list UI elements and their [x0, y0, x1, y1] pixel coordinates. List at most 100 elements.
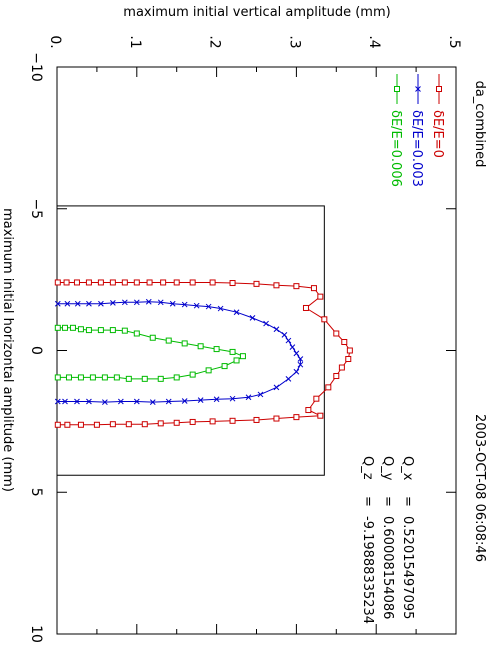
data-point — [146, 279, 153, 286]
data-point — [98, 300, 104, 307]
x-marker-stroke — [165, 398, 172, 405]
data-point — [173, 279, 180, 286]
data-point — [62, 398, 68, 405]
data-point — [74, 300, 81, 307]
x-marker-stroke — [102, 399, 108, 405]
data-point — [133, 398, 140, 405]
data-point — [253, 280, 260, 287]
x-tick-label: 10 — [28, 625, 44, 643]
data-point — [305, 407, 312, 414]
data-point — [149, 399, 156, 405]
data-point — [89, 374, 96, 381]
data-point — [249, 315, 256, 321]
data-point — [149, 334, 156, 341]
data-point — [86, 398, 92, 405]
data-point — [293, 414, 300, 421]
x-marker-stroke — [297, 361, 304, 368]
data-point — [245, 394, 252, 401]
data-point — [321, 316, 328, 323]
data-point — [297, 361, 304, 368]
data-point — [157, 299, 164, 306]
data-point — [157, 420, 164, 427]
data-point — [181, 398, 188, 404]
x-marker-stroke — [289, 344, 296, 350]
x-marker-stroke — [245, 394, 252, 401]
x-marker-stroke — [293, 368, 300, 375]
data-point — [121, 279, 128, 286]
y-tick-label: .3 — [286, 35, 302, 48]
x-tick-label: 5 — [28, 488, 44, 497]
data-point — [63, 279, 70, 286]
y-tick-label: .5 — [446, 35, 462, 48]
data-point — [229, 395, 236, 402]
data-point — [85, 327, 92, 334]
x-marker-stroke — [213, 396, 220, 403]
data-point — [157, 375, 164, 382]
legend-item-1: δE/E=0.003 — [409, 74, 424, 187]
data-point — [86, 300, 92, 307]
data-point — [273, 415, 280, 422]
x-marker-stroke — [86, 398, 92, 405]
x-marker-stroke — [297, 356, 304, 362]
data-point — [217, 305, 224, 312]
data-point — [77, 374, 84, 381]
data-point — [109, 327, 116, 334]
data-point — [121, 327, 128, 334]
chart-title: da_combined — [472, 81, 487, 168]
x-marker-stroke — [263, 320, 269, 327]
param-name: Q_y — [380, 456, 395, 481]
x-marker-stroke — [181, 301, 188, 308]
data-point — [109, 421, 116, 428]
series-1 — [54, 298, 304, 405]
data-point — [102, 399, 108, 405]
data-point — [317, 293, 324, 300]
data-point — [74, 398, 80, 405]
data-point — [213, 396, 220, 403]
data-point — [209, 418, 216, 425]
data-point — [173, 374, 180, 381]
x-marker-stroke — [273, 326, 280, 333]
x-tick-label: −5 — [28, 198, 44, 219]
x-tick-label: −10 — [28, 52, 44, 82]
data-point — [54, 398, 61, 405]
data-point — [125, 421, 132, 428]
data-point — [141, 375, 148, 382]
x-marker-stroke — [98, 300, 104, 307]
data-point — [54, 374, 61, 381]
data-point — [181, 301, 188, 308]
data-point — [345, 356, 352, 363]
data-point — [61, 324, 68, 331]
data-point — [281, 332, 288, 338]
data-point — [341, 338, 348, 345]
data-point — [73, 279, 80, 286]
x-marker-stroke — [54, 398, 61, 405]
data-point — [333, 330, 340, 337]
data-point — [229, 417, 236, 424]
series-0-line — [57, 282, 351, 426]
data-point — [64, 300, 71, 307]
data-point — [205, 367, 212, 374]
data-point — [54, 279, 61, 286]
data-point — [77, 421, 84, 428]
data-point — [293, 283, 300, 290]
data-point — [85, 279, 92, 286]
x-marker-stroke — [217, 305, 224, 312]
data-point — [293, 368, 300, 375]
data-point — [289, 344, 296, 350]
data-point — [64, 421, 71, 428]
timestamp: 2003-OCT-08 06:08:46 — [472, 414, 487, 562]
data-point — [229, 348, 236, 355]
legend-label: δE/E=0.003 — [409, 110, 424, 187]
boundary-rectangle — [56, 205, 325, 476]
data-point — [313, 395, 320, 402]
data-point — [189, 279, 196, 286]
x-marker-stroke — [110, 300, 116, 306]
data-point — [133, 330, 140, 337]
x-marker-stroke — [273, 384, 280, 391]
x-marker-stroke — [86, 300, 92, 307]
data-point — [346, 347, 353, 354]
data-point — [145, 298, 152, 305]
x-marker-stroke — [293, 350, 300, 357]
data-point — [233, 309, 240, 316]
x-marker-stroke — [285, 375, 292, 382]
